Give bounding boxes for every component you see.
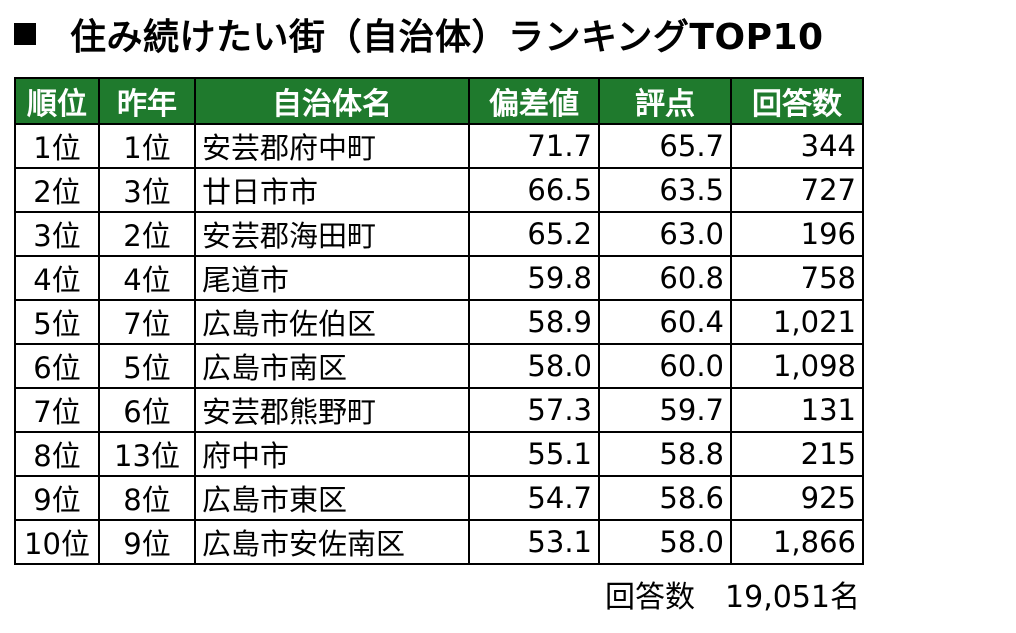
cell-score: 59.7 [598,387,732,433]
cell-deviation: 53.1 [468,519,600,565]
cell-deviation: 59.8 [468,255,600,301]
cell-municipality: 安芸郡府中町 [194,123,470,169]
cell-rank: 6位 [14,343,100,389]
table-row: 5位 7位 広島市佐伯区 58.9 60.4 1,021 [14,299,864,345]
header-municipality: 自治体名 [194,77,470,125]
page-title: 住み続けたい街（自治体）ランキングTOP10 [70,17,824,58]
cell-prev-year: 4位 [98,255,196,301]
cell-municipality: 安芸郡海田町 [194,211,470,257]
table-row: 6位 5位 広島市南区 58.0 60.0 1,098 [14,343,864,389]
cell-rank: 5位 [14,299,100,345]
cell-score: 58.6 [598,475,732,521]
cell-count: 727 [730,167,864,213]
cell-score: 58.0 [598,519,732,565]
cell-deviation: 54.7 [468,475,600,521]
cell-prev-year: 1位 [98,123,196,169]
table-row: 1位 1位 安芸郡府中町 71.7 65.7 344 [14,123,864,169]
cell-municipality: 尾道市 [194,255,470,301]
cell-count: 758 [730,255,864,301]
table-row: 3位 2位 安芸郡海田町 65.2 63.0 196 [14,211,864,257]
cell-rank: 4位 [14,255,100,301]
cell-count: 196 [730,211,864,257]
total-respondents: 回答数 19,051名 [605,572,860,616]
cell-count: 131 [730,387,864,433]
header-deviation: 偏差値 [468,77,600,125]
table-row: 10位 9位 広島市安佐南区 53.1 58.0 1,866 [14,519,864,565]
cell-prev-year: 2位 [98,211,196,257]
cell-rank: 9位 [14,475,100,521]
cell-rank: 8位 [14,431,100,477]
cell-prev-year: 8位 [98,475,196,521]
cell-count: 1,021 [730,299,864,345]
cell-deviation: 65.2 [468,211,600,257]
cell-deviation: 57.3 [468,387,600,433]
cell-municipality: 廿日市市 [194,167,470,213]
ranking-table: 順位 昨年 自治体名 偏差値 評点 回答数 1位 1位 安芸郡府中町 71.7 … [14,77,864,565]
cell-rank: 7位 [14,387,100,433]
cell-municipality: 広島市南区 [194,343,470,389]
cell-prev-year: 13位 [98,431,196,477]
cell-rank: 2位 [14,167,100,213]
cell-score: 60.4 [598,299,732,345]
page-title-row: 住み続けたい街（自治体）ランキングTOP10 [14,6,824,62]
cell-prev-year: 7位 [98,299,196,345]
cell-score: 60.8 [598,255,732,301]
table-row: 8位 13位 府中市 55.1 58.8 215 [14,431,864,477]
cell-rank: 1位 [14,123,100,169]
header-count: 回答数 [730,77,864,125]
cell-prev-year: 9位 [98,519,196,565]
cell-municipality: 安芸郡熊野町 [194,387,470,433]
cell-count: 344 [730,123,864,169]
cell-count: 925 [730,475,864,521]
cell-prev-year: 6位 [98,387,196,433]
table-row: 9位 8位 広島市東区 54.7 58.6 925 [14,475,864,521]
square-bullet-icon [14,23,36,45]
cell-municipality: 広島市佐伯区 [194,299,470,345]
header-prev-year: 昨年 [98,77,196,125]
cell-deviation: 58.9 [468,299,600,345]
cell-score: 63.0 [598,211,732,257]
cell-prev-year: 5位 [98,343,196,389]
cell-municipality: 広島市安佐南区 [194,519,470,565]
table-row: 4位 4位 尾道市 59.8 60.8 758 [14,255,864,301]
cell-deviation: 66.5 [468,167,600,213]
cell-rank: 10位 [14,519,100,565]
cell-deviation: 58.0 [468,343,600,389]
cell-prev-year: 3位 [98,167,196,213]
header-score: 評点 [598,77,732,125]
table-row: 7位 6位 安芸郡熊野町 57.3 59.7 131 [14,387,864,433]
cell-count: 1,098 [730,343,864,389]
total-respondents-label: 回答数 [605,580,696,615]
cell-municipality: 広島市東区 [194,475,470,521]
cell-score: 63.5 [598,167,732,213]
cell-count: 215 [730,431,864,477]
cell-score: 60.0 [598,343,732,389]
cell-deviation: 71.7 [468,123,600,169]
cell-score: 58.8 [598,431,732,477]
cell-score: 65.7 [598,123,732,169]
cell-rank: 3位 [14,211,100,257]
cell-deviation: 55.1 [468,431,600,477]
cell-count: 1,866 [730,519,864,565]
header-rank: 順位 [14,77,100,125]
total-respondents-value: 19,051名 [725,580,860,615]
table-row: 2位 3位 廿日市市 66.5 63.5 727 [14,167,864,213]
table-header-row: 順位 昨年 自治体名 偏差値 評点 回答数 [14,77,864,125]
cell-municipality: 府中市 [194,431,470,477]
